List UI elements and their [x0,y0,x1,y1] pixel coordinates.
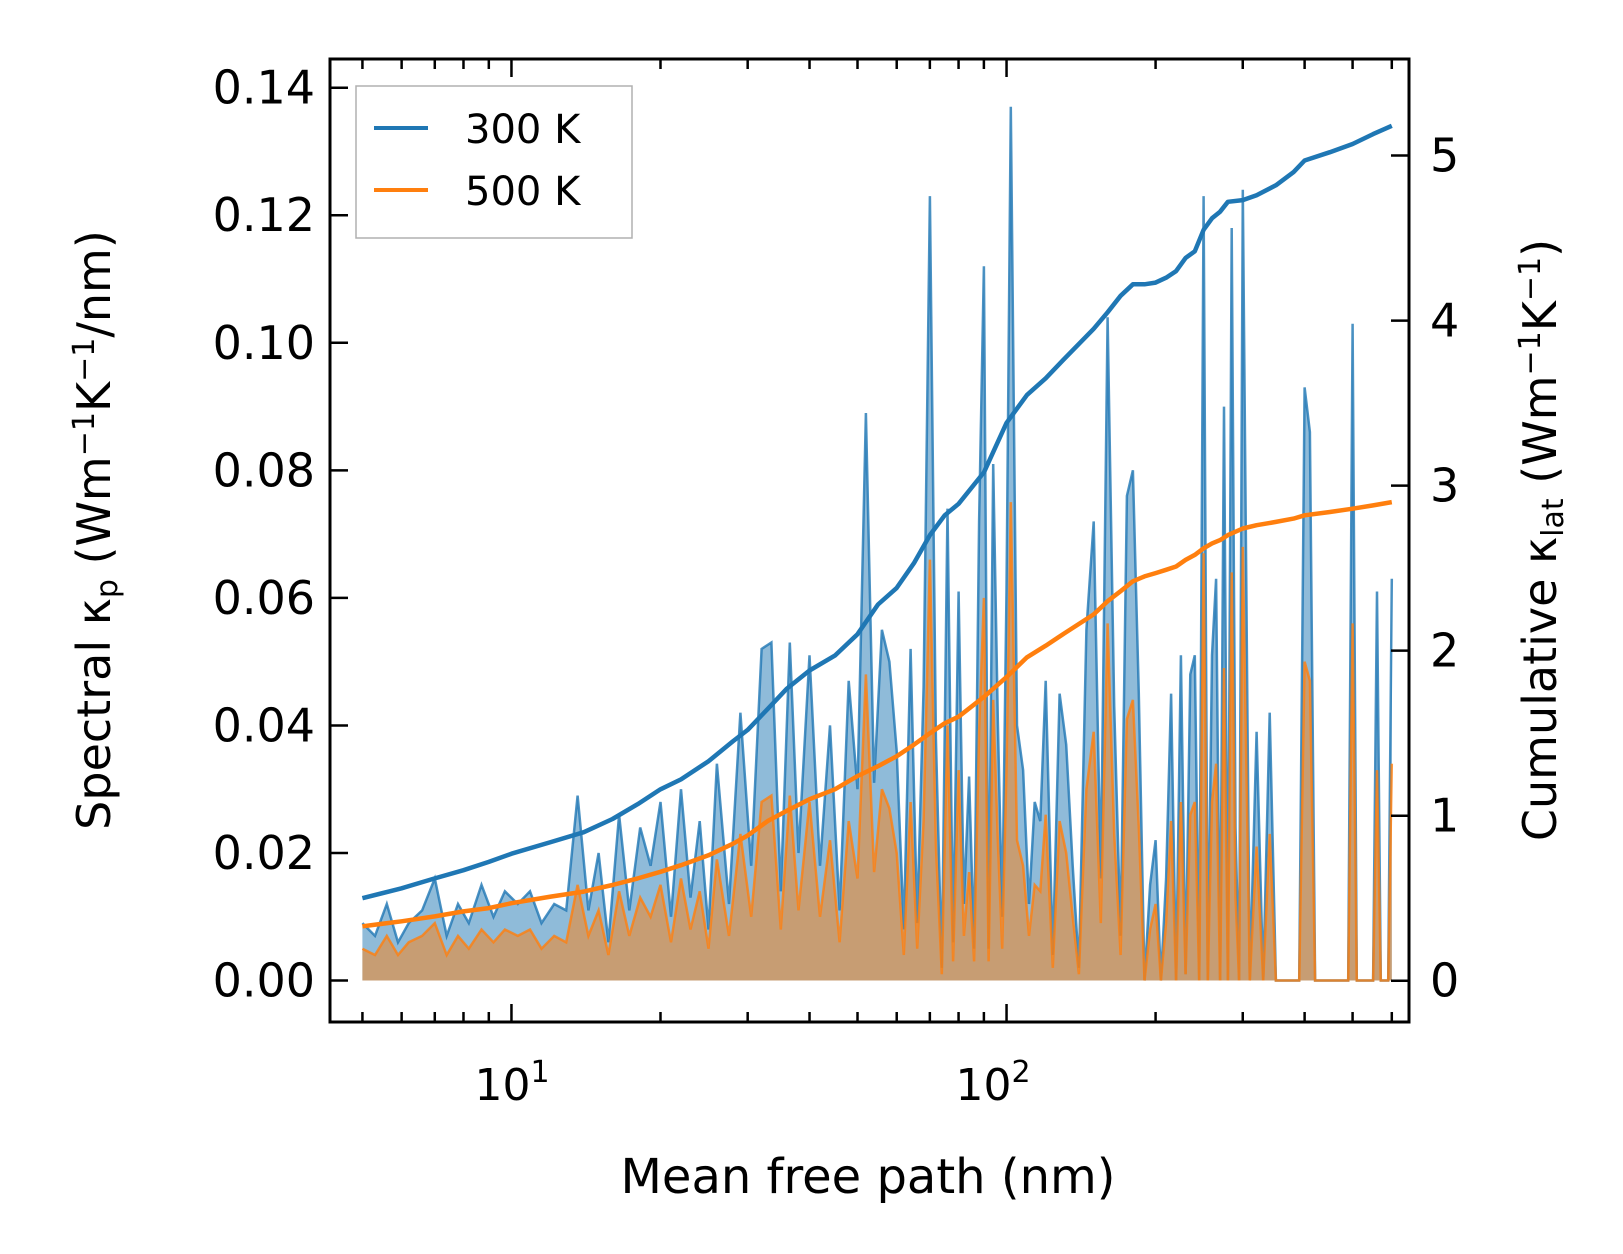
right-y-tick-label: 0 [1430,954,1459,1008]
legend-box [355,85,633,239]
left-y-tick-label: 0.10 [213,316,315,370]
left-y-tick-label: 0.00 [213,954,315,1008]
left-y-tick-label: 0.06 [213,571,315,625]
left-y-tick-label: 0.02 [213,826,315,880]
cumulative-line-500k [362,499,1393,929]
series-lines [361,123,1393,929]
cumulative-line-300k [361,123,1393,901]
right-y-tick-label: 2 [1430,624,1459,678]
left-y-tick-label: 0.12 [213,188,315,242]
plot-frame [328,57,1411,1024]
left-y-tick-label: 0.14 [213,61,315,115]
right-axis-label: Cumulative κlat (Wm−1K−1) [1513,239,1571,841]
ticks: 0.00 0.02 0.04 0.06 0.08 0.10 0.12 0.14 0 1 2 3 4 5 [213,59,1459,1022]
right-y-tick-label: 4 [1430,294,1459,348]
x-tick-label-10: 101 [474,1055,549,1111]
legend: 300 K 500 K [355,85,633,239]
right-y-tick-label: 5 [1430,129,1459,183]
x-axis-label: Mean free path (nm) [621,1149,1116,1205]
x-tick-label-100: 102 [955,1055,1030,1111]
spectral-area-500k [362,502,1392,981]
left-y-tick-label: 0.04 [213,698,315,752]
legend-label-300k: 300 K [465,107,582,153]
right-y-tick-label: 3 [1430,459,1459,513]
legend-label-500k: 500 K [465,169,582,215]
left-axis-label: Spectral κp (Wm−1K−1/nm) [67,230,125,830]
left-y-tick-label: 0.08 [213,443,315,497]
right-y-tick-label: 1 [1430,789,1459,843]
